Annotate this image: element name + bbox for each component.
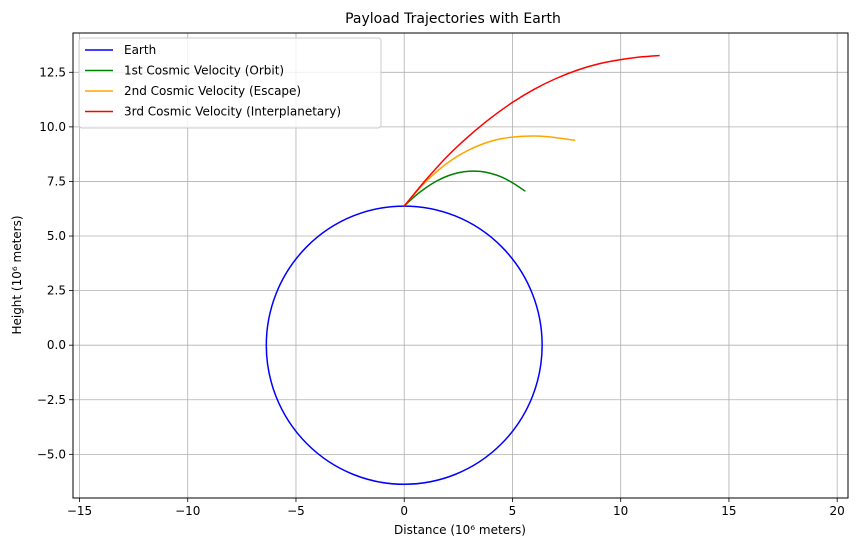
legend-box [78,37,382,129]
x-tick-label: 5 [509,504,517,518]
y-tick-label: −2.5 [37,393,66,407]
x-tick-label: 20 [830,504,845,518]
legend-entry: Earth [124,43,156,57]
y-tick-label: 12.5 [39,65,66,79]
y-tick-label: 0.0 [47,338,66,352]
x-tick-label: −5 [287,504,305,518]
x-tick-label: −10 [175,504,200,518]
trajectory-line-1 [403,170,526,207]
x-tick-label: 0 [400,504,408,518]
x-axis-label: Distance (10⁶ meters) [394,523,526,537]
series-layer [265,54,660,486]
chart-title: Payload Trajectories with Earth [345,11,561,27]
y-tick-label: −5.0 [37,447,66,461]
y-tick-label: 7.5 [47,174,66,188]
trajectory-line-3 [403,54,660,207]
y-tick-label: 2.5 [47,284,66,298]
legend-entry: 3rd Cosmic Velocity (Interplanetary) [124,105,341,119]
y-tick-label: 5.0 [47,229,66,243]
y-axis-label: Height (10⁶ meters) [10,215,24,334]
trajectory-line-2 [403,135,576,207]
legend-entry: 2nd Cosmic Velocity (Escape) [124,84,301,98]
grid [73,33,848,498]
x-tick-label: 10 [613,504,628,518]
ticks: −15 −10 −5 0 5 10 15 20 −5.0 −2.5 0.0 2.5 5.0 7.5 10.0… [37,65,845,518]
legend-entry: 1st Cosmic Velocity (Orbit) [124,64,284,78]
x-tick-label: −15 [67,504,92,518]
legend: Earth 1st Cosmic Velocity (Orbit) 2nd Cosm… [78,37,382,129]
plot-frame [72,32,849,499]
y-tick-label: 10.0 [39,120,66,134]
x-tick-label: 15 [721,504,736,518]
